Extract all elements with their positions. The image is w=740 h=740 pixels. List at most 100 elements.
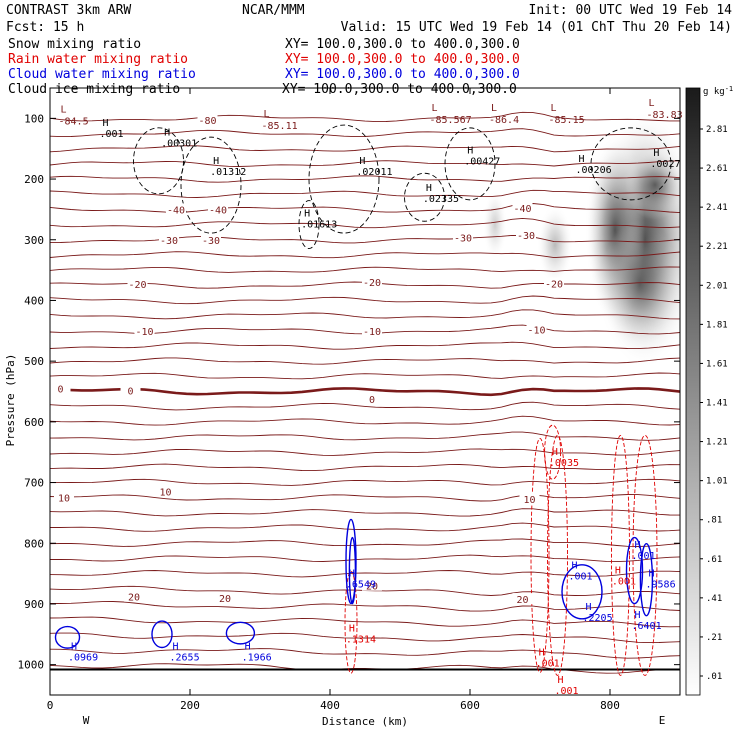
isotherm-label-bg (134, 324, 155, 336)
colorbar-tick-label: 1.61 (706, 359, 728, 369)
rain-contour (544, 424, 562, 480)
colorbar-ticks: .01 .21 .41 .61 .81 1.01 1.21 1.41 1.61 1.81 2.01 2… (700, 125, 728, 682)
isotherm (50, 648, 680, 659)
x-tick-label: 400 (320, 699, 340, 712)
isotherm-label: 20 (366, 582, 378, 593)
field-cloud-xy: XY= 100.0,300.0 to 400.0,300.0 (285, 67, 520, 82)
low-marker: L (649, 98, 655, 109)
y-tick-label: 500 (24, 355, 44, 368)
isotherm-label-bg (201, 233, 221, 245)
snow-h-marker: H (304, 209, 310, 220)
cloud-h-value: .001 (569, 572, 593, 583)
colorbar-tick-label: 2.81 (706, 125, 728, 135)
isotherm (50, 266, 680, 273)
y-tick-label: 800 (24, 537, 44, 550)
isotherm-label: -20 (363, 278, 381, 289)
cloud-h-value: .2205 (583, 613, 613, 624)
isotherm (50, 401, 680, 411)
isotherm (50, 175, 680, 183)
field-rain-xy: XY= 100.0,300.0 to 400.0,300.0 (285, 52, 520, 67)
isotherm (50, 538, 680, 547)
cloud-h-marker: H (572, 561, 578, 572)
colorbar-tick-label: 1.81 (706, 320, 728, 330)
cloud-h-value: .2655 (170, 652, 200, 663)
snow-h-value: .00427 (464, 157, 500, 168)
low-value: -85.567 (430, 115, 472, 126)
snow-contour (180, 136, 242, 234)
cloud-h-marker: H (635, 540, 641, 551)
colorbar-unit-exponent: -1 (725, 85, 733, 93)
isotherm (50, 309, 680, 320)
colorbar-tick-label: 1.41 (706, 399, 728, 409)
snow-h-value: .0027 (650, 159, 680, 170)
field-ice-name: Cloud ice mixing ratio (8, 82, 180, 97)
isotherm (50, 663, 680, 674)
isotherm-label-bg (544, 277, 564, 289)
contour-labels: -80 -40 -40 -40 -30 -30 -30 -30 -20 -20 -20 -10 -10 -… (50, 98, 683, 697)
isotherm-zero (50, 387, 680, 397)
isotherm-label-bg (166, 203, 186, 215)
isotherm-label: -30 (160, 236, 178, 247)
isotherm (50, 372, 680, 380)
cloud-h-value: .0969 (68, 652, 98, 663)
y-tick-label: 1000 (18, 659, 45, 672)
low-value: -85.15 (549, 115, 585, 126)
isotherm-label-bg (512, 202, 533, 214)
snow-h-value: .01312 (210, 167, 246, 178)
field-cloud-name: Cloud water mixing ratio (8, 67, 196, 82)
low-marker: L (432, 103, 438, 114)
isotherm-label: 20 (516, 595, 528, 606)
isotherm (50, 189, 680, 198)
snow-h-value: .00206 (576, 165, 612, 176)
isotherm (50, 295, 680, 305)
isotherm (50, 145, 680, 153)
colorbar-tick-label: 2.61 (706, 164, 728, 174)
cloud-water-contour (151, 620, 173, 649)
rain-contour (530, 437, 550, 673)
isotherm-label-bg (362, 276, 382, 288)
isotherm (50, 203, 680, 214)
low-marker: L (491, 103, 497, 114)
y-tick-label: 600 (24, 416, 44, 429)
cloud-h-marker: H (173, 641, 179, 652)
cloud-water-contour (54, 625, 81, 649)
y-tick-label: 900 (24, 598, 44, 611)
snow-contour (444, 127, 496, 201)
isotherm-label: 20 (219, 594, 231, 605)
snow-h-value: .01613 (301, 220, 337, 231)
isotherm (50, 554, 680, 563)
cloud-h-marker: H (245, 641, 251, 652)
snow-h-value: .00301 (161, 138, 197, 149)
y-tick-label: 300 (24, 234, 44, 247)
rain-h-marker: H (552, 447, 558, 458)
ice-shade-blob (537, 204, 573, 285)
rain-contour (547, 434, 568, 676)
cloud-h-value: .9586 (646, 580, 676, 591)
isotherm-label-bg (127, 278, 148, 290)
cloud-h-value: .6549 (346, 580, 376, 591)
x-tick-label: 0 (47, 699, 54, 712)
snow-contour (404, 172, 445, 222)
cloud-h-marker: H (586, 602, 592, 613)
isotherm-label-bg (516, 228, 536, 240)
isotherm-label: -40 (209, 205, 227, 216)
field-snow-xy: XY= 100.0,300.0 to 400.0,300.0 (285, 37, 520, 52)
y-tick-label: 100 (24, 112, 44, 125)
low-value: -85.11 (262, 121, 298, 132)
snow-h-marker: H (103, 118, 109, 129)
isotherm-label-bg (519, 492, 540, 504)
cloud-h-value: .6401 (632, 621, 662, 632)
rain-h-value: .0035 (549, 458, 579, 469)
isotherm (50, 508, 680, 517)
left-title: CONTRAST 3km ARW (6, 3, 131, 18)
low-marker: L (61, 104, 67, 115)
isotherm-label-bg (453, 231, 473, 243)
cloud-water-contours (54, 518, 654, 649)
x-axis-label: Distance (km) (322, 715, 408, 728)
cloud-water-contour (348, 536, 357, 605)
isotherm (50, 632, 680, 644)
rain-h-value: .001 (536, 659, 560, 670)
isotherm (50, 111, 680, 123)
snow-h-marker: H (359, 156, 365, 167)
snow-h-value: .02335 (423, 194, 459, 205)
